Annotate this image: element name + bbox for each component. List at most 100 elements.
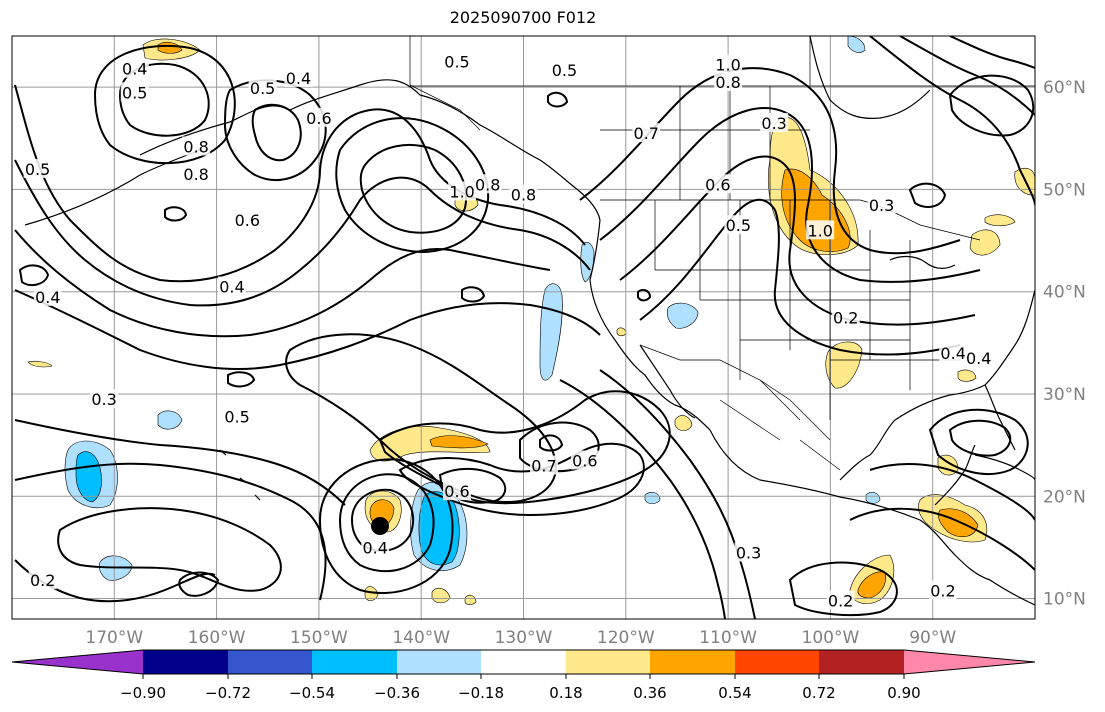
longitude-tick-label: 120°W bbox=[597, 628, 655, 648]
contour-small-1 bbox=[164, 206, 188, 222]
negative-shade-alaska-n bbox=[847, 36, 866, 53]
contour-east-2 bbox=[899, 36, 1035, 116]
contour-label-background bbox=[90, 389, 119, 409]
latitude-tick-label: 40°N bbox=[1043, 283, 1086, 303]
contour-label: 0.6 bbox=[444, 482, 469, 501]
strong-shade-epac bbox=[857, 571, 886, 599]
latitude-tick-label: 30°N bbox=[1043, 385, 1086, 405]
longitude-tick-label: 170°W bbox=[85, 628, 143, 648]
contour-label-background bbox=[831, 307, 860, 327]
contour-label: 0.6 bbox=[235, 211, 260, 230]
contour-labrador-ring bbox=[948, 74, 1035, 137]
contour-label: 0.4 bbox=[940, 344, 965, 363]
contour-carib-2 bbox=[849, 507, 1035, 571]
positive-shade-southeast bbox=[957, 369, 977, 382]
contour-bering-ring bbox=[93, 44, 236, 165]
contour-small-7 bbox=[637, 288, 652, 302]
strong-shade-mexico bbox=[938, 508, 979, 538]
us-state-lines bbox=[654, 200, 960, 420]
contour-canada-ridge-2 bbox=[599, 107, 981, 283]
contour-label-background bbox=[509, 184, 538, 204]
contour-label: 0.2 bbox=[930, 581, 955, 600]
contour-label-background bbox=[760, 112, 789, 132]
negative-shade-small-b bbox=[865, 491, 881, 504]
positive-shade-small-3 bbox=[464, 594, 477, 605]
contour-label: 0.5 bbox=[250, 79, 275, 98]
contour-label: 0.7 bbox=[531, 457, 556, 476]
alaska-canada-border bbox=[409, 36, 481, 131]
colorbar-extend-low-tip bbox=[12, 650, 143, 674]
longitude-tick-label: 130°W bbox=[495, 628, 553, 648]
contour-epac-ring bbox=[788, 561, 898, 617]
contour-goa-ring-2 bbox=[359, 144, 468, 234]
colorbar-segment bbox=[819, 650, 904, 674]
contour-label-background bbox=[964, 348, 993, 368]
contour-label: 0.5 bbox=[444, 53, 469, 72]
positive-shade-small-5 bbox=[27, 360, 53, 368]
contour-label-background bbox=[724, 215, 753, 235]
longitude-tick-label: 90°W bbox=[909, 628, 956, 648]
contour-hawaii-1 bbox=[285, 333, 557, 503]
contour-label-background bbox=[550, 59, 579, 79]
contour-label-background bbox=[826, 590, 855, 610]
colorbar-segment bbox=[397, 650, 481, 674]
contour-small-8 bbox=[908, 182, 947, 208]
contour-south-2 bbox=[14, 462, 327, 601]
hawaii-island-1 bbox=[254, 494, 261, 501]
colorbar-extend-high bbox=[904, 650, 1035, 674]
contour-label: 0.4 bbox=[122, 60, 147, 79]
contour-label-background bbox=[928, 580, 957, 600]
contour-label-background bbox=[806, 220, 835, 240]
latitude-tick-label: 20°N bbox=[1043, 487, 1086, 507]
contour-label: 0.2 bbox=[833, 308, 858, 327]
colorbar-segment bbox=[312, 650, 397, 674]
colorbar-tick-label: −0.36 bbox=[374, 684, 420, 702]
latitude-labels: 60°N 50°N 40°N 30°N 20°N 10°N bbox=[1043, 78, 1086, 609]
contour-east-1 bbox=[869, 36, 1035, 206]
contour-label: 1.0 bbox=[715, 56, 740, 75]
contour-label-background bbox=[182, 136, 211, 156]
contour-label: 0.5 bbox=[726, 216, 751, 235]
contour-label-background bbox=[473, 174, 502, 194]
strong-shade-hawaii-band bbox=[429, 435, 489, 449]
colorbar-tick-label: −0.90 bbox=[120, 684, 166, 702]
contour-label: 0.5 bbox=[122, 83, 147, 102]
colorbar-tick-labels: −0.90 −0.72 −0.54 −0.36 −0.18 0.18 0.36 0.54 0.7… bbox=[120, 674, 921, 702]
graticule bbox=[12, 36, 1035, 619]
contour-label: 0.5 bbox=[552, 61, 577, 80]
cuba bbox=[974, 454, 1035, 481]
positive-shade-greatlakes bbox=[969, 229, 1001, 256]
negative-shade-small-a bbox=[644, 491, 661, 505]
contour-label-background bbox=[703, 174, 732, 194]
contour-label-background bbox=[529, 455, 558, 475]
contour-label-background bbox=[233, 210, 262, 230]
colorbar-tick-label: −0.72 bbox=[205, 684, 251, 702]
positive-shade-small-2 bbox=[431, 587, 451, 604]
contour-label: 0.6 bbox=[306, 109, 331, 128]
contour-label-background bbox=[939, 343, 968, 363]
contour-label-background bbox=[867, 194, 896, 214]
contour-small-2 bbox=[18, 264, 50, 287]
contour-label: 0.3 bbox=[869, 196, 894, 215]
colorbar-segment bbox=[735, 650, 819, 674]
latitude-tick-label: 50°N bbox=[1043, 180, 1086, 200]
latitude-tick-label: 10°N bbox=[1043, 590, 1086, 610]
contour-label-background bbox=[304, 107, 333, 127]
contour-label-background bbox=[448, 181, 477, 201]
contour-label: 1.0 bbox=[449, 182, 474, 201]
contour-label-background bbox=[734, 542, 763, 562]
contour-label-background bbox=[120, 82, 149, 102]
contour-tc-1 bbox=[350, 488, 415, 552]
contour-label: 0.8 bbox=[715, 73, 740, 92]
negative-shade-nevada bbox=[666, 302, 699, 329]
gulf-coast bbox=[839, 289, 1035, 481]
contour-label-background bbox=[182, 164, 211, 184]
contour-label: 0.3 bbox=[736, 544, 761, 563]
contour-label: 0.4 bbox=[286, 69, 311, 88]
contour-east-pac-2 bbox=[559, 379, 726, 619]
contour-west-ridge-3 bbox=[14, 229, 551, 338]
longitude-tick-label: 110°W bbox=[699, 628, 757, 648]
contour-label: 0.2 bbox=[30, 571, 55, 590]
contour-label: 0.7 bbox=[634, 124, 659, 143]
contour-label-background bbox=[120, 58, 149, 78]
